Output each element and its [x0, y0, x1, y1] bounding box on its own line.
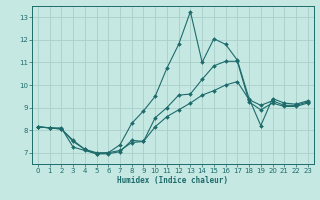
X-axis label: Humidex (Indice chaleur): Humidex (Indice chaleur) — [117, 176, 228, 185]
